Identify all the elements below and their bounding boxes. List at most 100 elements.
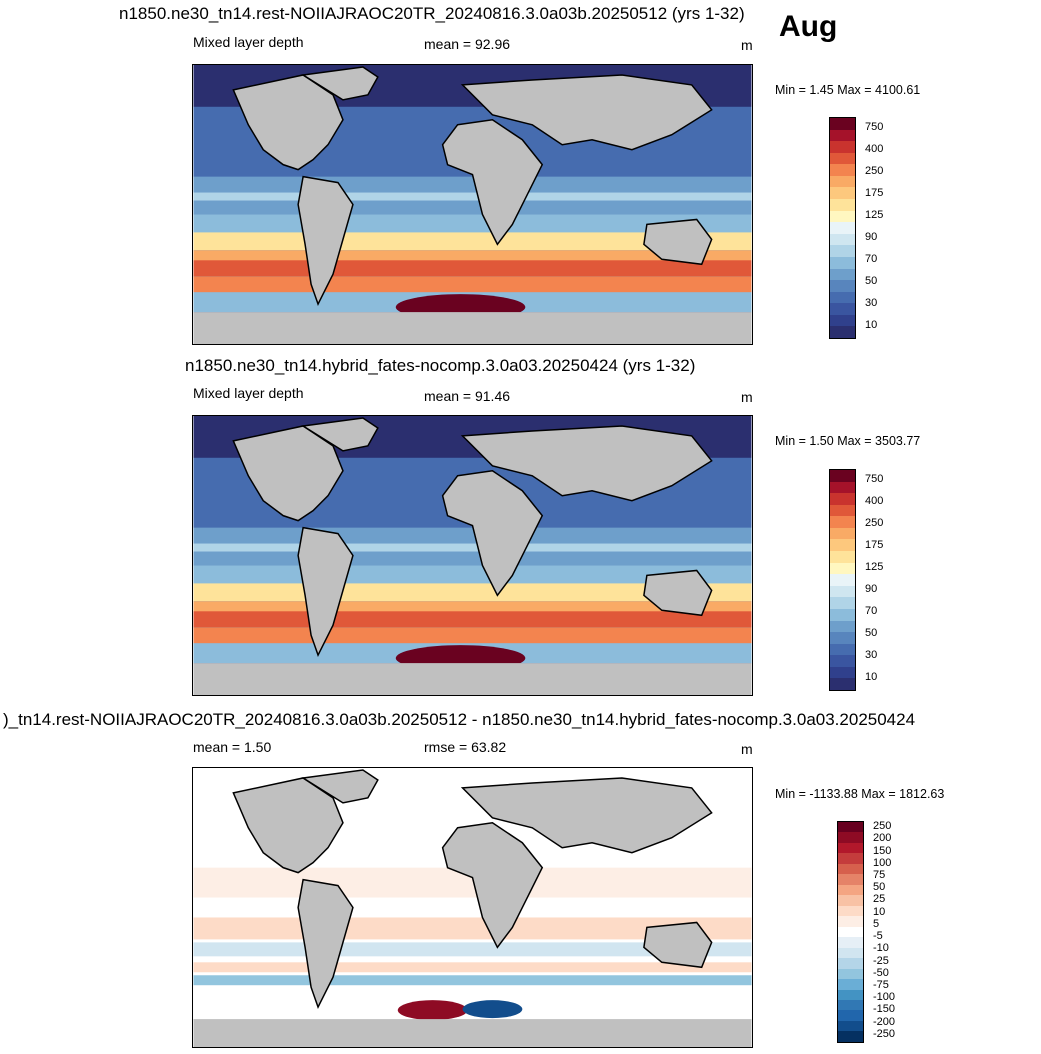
- colorbar-segment: [830, 164, 855, 176]
- colorbar-segment: [830, 470, 855, 482]
- colorbar-tick-label: 750: [865, 121, 884, 133]
- colorbar-segment: [830, 268, 855, 281]
- colorbar-tick-label: 5: [873, 917, 880, 930]
- colorbar-tick-label: 125: [865, 561, 884, 573]
- colorbar-segment: [830, 597, 855, 609]
- colorbar-tick-label: -25: [873, 954, 889, 967]
- colorbar-segment: [830, 210, 855, 223]
- panel3-map: [192, 767, 753, 1048]
- colorbar-segment: [830, 643, 855, 656]
- colorbar-tick-label: 30: [865, 649, 878, 661]
- colorbar-segment: [830, 551, 855, 563]
- panel2-minmax-label: Min = 1.50 Max = 3503.77: [775, 434, 921, 448]
- colorbar-segment: [830, 245, 855, 257]
- colorbar-tick-label: 250: [865, 517, 884, 529]
- colorbar-tick-label: -250: [873, 1027, 896, 1040]
- colorbar-segment: [830, 118, 855, 130]
- colorbar-tick-label: -75: [873, 979, 889, 991]
- colorbar-segment: [830, 175, 855, 188]
- colorbar-tick-label: -50: [873, 966, 889, 979]
- panel1-mean-label: mean = 92.96: [424, 36, 511, 52]
- month-label: Aug: [779, 10, 838, 43]
- colorbar-segment: [830, 199, 855, 211]
- colorbar-segment: [830, 326, 855, 338]
- colorbar-segment: [830, 256, 855, 269]
- colorbar-segment: [830, 152, 855, 165]
- colorbar-segment: [838, 916, 863, 927]
- colorbar-tick-label: -150: [873, 1003, 896, 1016]
- panel2-map: [192, 415, 753, 696]
- colorbar-tick-label: 125: [865, 209, 884, 221]
- colorbar-segment: [838, 947, 863, 959]
- panel1-variable-label: Mixed layer depth: [193, 34, 304, 50]
- colorbar-segment: [830, 481, 855, 494]
- panel3-rmse-label: rmse = 63.82: [424, 739, 507, 755]
- panel1-title: n1850.ne30_tn14.rest-NOIIAJRAOC20TR_2024…: [119, 4, 745, 23]
- colorbar-segment: [830, 608, 855, 621]
- colorbar-segment: [830, 291, 855, 304]
- colorbar-segment: [838, 937, 863, 948]
- colorbar-segment: [838, 895, 863, 906]
- colorbar-tick-label: 30: [865, 297, 878, 309]
- colorbar-segment: [830, 585, 855, 598]
- colorbar-segment: [830, 280, 855, 292]
- colorbar-segment: [838, 1020, 863, 1032]
- panel2-mean-label: mean = 91.46: [424, 388, 511, 404]
- panel1-units-label: m: [741, 37, 753, 53]
- colorbar-tick-label: 90: [865, 231, 878, 243]
- colorbar-segment: [830, 141, 855, 153]
- colorbar-tick-label: 70: [865, 605, 878, 617]
- colorbar-segment: [830, 678, 855, 690]
- colorbar-tick-label: 175: [865, 187, 884, 199]
- colorbar-segment: [830, 666, 855, 679]
- colorbar-tick-label: 250: [865, 165, 884, 177]
- colorbar-segment: [830, 620, 855, 633]
- colorbar-segment: [838, 853, 863, 864]
- panel3-title: )_tn14.rest-NOIIAJRAOC20TR_20240816.3.0a…: [3, 710, 916, 729]
- panel2-variable-label: Mixed layer depth: [193, 385, 304, 401]
- colorbar-segment: [830, 129, 855, 142]
- colorbar-tick-label: 250: [873, 820, 892, 833]
- colorbar-tick-label: 750: [865, 473, 884, 485]
- colorbar-tick-label: 10: [873, 905, 886, 918]
- panel3-units-label: m: [741, 741, 753, 757]
- panel3-mean-label: mean = 1.50: [193, 739, 272, 755]
- panel1-colorbar: [829, 117, 856, 339]
- colorbar-segment: [838, 989, 863, 1000]
- panel2-units-label: m: [741, 389, 753, 405]
- colorbar-tick-label: 70: [865, 253, 878, 265]
- colorbar-tick-label: 25: [873, 893, 886, 906]
- colorbar-tick-label: 10: [865, 319, 878, 331]
- colorbar-segment: [830, 222, 855, 234]
- colorbar-segment: [830, 527, 855, 540]
- colorbar-segment: [838, 1010, 863, 1021]
- colorbar-segment: [838, 822, 863, 833]
- colorbar-tick-label: 10: [865, 671, 878, 683]
- colorbar-segment: [838, 874, 863, 885]
- colorbar-tick-label: 75: [873, 869, 886, 881]
- colorbar-tick-label: 100: [873, 856, 892, 869]
- colorbar-tick-label: 400: [865, 495, 884, 507]
- colorbar-tick-label: 50: [865, 627, 878, 639]
- colorbar-tick-label: -200: [873, 1015, 896, 1028]
- colorbar-segment: [838, 832, 863, 843]
- colorbar-segment: [830, 233, 855, 246]
- colorbar-segment: [830, 562, 855, 575]
- colorbar-tick-label: 150: [873, 844, 892, 857]
- colorbar-segment: [830, 632, 855, 644]
- colorbar-tick-label: 50: [873, 881, 886, 894]
- panel3-minmax-label: Min = -1133.88 Max = 1812.63: [775, 787, 945, 801]
- colorbar-segment: [830, 504, 855, 517]
- colorbar-segment: [838, 842, 863, 854]
- colorbar-tick-label: 50: [865, 275, 878, 287]
- colorbar-tick-label: 175: [865, 539, 884, 551]
- colorbar-segment: [838, 863, 863, 875]
- colorbar-segment: [830, 493, 855, 505]
- colorbar-tick-label: 90: [865, 583, 878, 595]
- panel2-colorbar: [829, 469, 856, 691]
- panel1-minmax-label: Min = 1.45 Max = 4100.61: [775, 83, 921, 97]
- colorbar-tick-label: -10: [873, 942, 889, 955]
- colorbar-segment: [830, 574, 855, 586]
- colorbar-segment: [830, 655, 855, 667]
- colorbar-segment: [838, 884, 863, 896]
